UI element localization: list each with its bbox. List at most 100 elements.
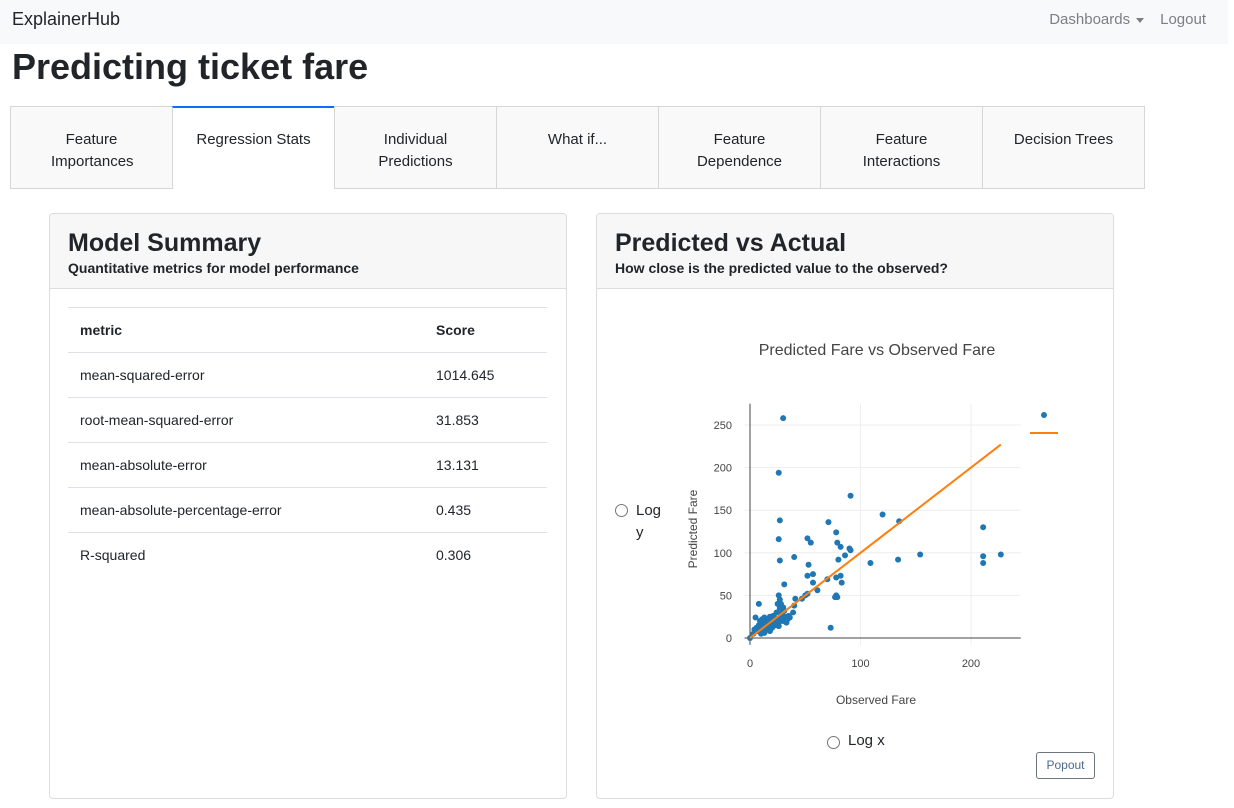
tab-what-if[interactable]: What if... (496, 106, 659, 189)
data-point (751, 626, 758, 633)
log-x-radio[interactable]: Log x (827, 732, 885, 749)
data-point (805, 561, 812, 568)
log-x-label: Log x (848, 732, 885, 749)
metric-name: R-squared (68, 532, 424, 578)
y-tick-label: 0 (726, 633, 732, 645)
popout-button[interactable]: Popout (1036, 752, 1095, 779)
data-point (761, 629, 768, 636)
data-point (835, 556, 842, 563)
data-point (781, 581, 788, 588)
data-point (895, 556, 902, 563)
metric-name: mean-squared-error (68, 352, 424, 398)
data-point (847, 492, 854, 499)
table-row: mean-squared-error 1014.645 (68, 352, 547, 398)
table-row: R-squared 0.306 (68, 532, 547, 578)
data-point (834, 594, 841, 601)
data-point (775, 623, 782, 630)
y-axis-title: Predicted Fare (686, 489, 700, 568)
brand[interactable]: ExplainerHub (12, 9, 121, 29)
table-row: root-mean-squared-error 31.853 (68, 397, 547, 443)
metric-name: mean-absolute-percentage-error (68, 487, 424, 533)
data-point (997, 551, 1004, 558)
data-point (804, 535, 811, 542)
logout-link[interactable]: Logout (1160, 11, 1206, 28)
data-point (776, 517, 783, 524)
data-point (833, 529, 840, 536)
caret-down-icon (1136, 17, 1145, 23)
data-point (780, 604, 787, 611)
predicted-vs-actual-card: Predicted vs Actual How close is the pre… (596, 213, 1114, 799)
data-point (867, 560, 874, 567)
data-point (791, 554, 798, 561)
fit-line (749, 443, 1002, 639)
log-y-label: Log y (636, 502, 662, 541)
data-point (786, 614, 793, 621)
x-tick-label: 100 (851, 658, 869, 670)
scatter-chart[interactable]: 0 100 200 0 50 100 150 200 250 Predicted Fare vs … (597, 289, 1113, 709)
log-y-radio[interactable]: Log y (615, 500, 675, 544)
legend-marker-points (1041, 412, 1047, 418)
y-tick-label: 100 (714, 548, 732, 560)
dashboards-dropdown[interactable]: Dashboards (1049, 11, 1145, 28)
card-title: Predicted vs Actual (615, 229, 847, 257)
y-tick-label: 200 (714, 463, 732, 475)
data-point (807, 539, 814, 546)
y-tick-label: 50 (720, 590, 732, 602)
x-tick-label: 200 (962, 658, 980, 670)
data-point (792, 595, 799, 602)
card-subtitle: How close is the predicted value to the … (615, 260, 948, 276)
metric-name: mean-absolute-error (68, 442, 424, 488)
card-title: Model Summary (68, 229, 262, 257)
metric-score: 0.435 (424, 487, 547, 533)
radio-circle-icon (827, 736, 840, 749)
tab-decision-trees[interactable]: Decision Trees (982, 106, 1145, 189)
data-point (790, 609, 797, 616)
data-point (980, 524, 987, 531)
table-row: mean-absolute-percentage-error 0.435 (68, 487, 547, 533)
data-point (837, 572, 844, 579)
chart-title: Predicted Fare vs Observed Fare (759, 342, 996, 359)
data-point (752, 614, 759, 621)
tab-individual-predictions[interactable]: Individual Predictions (334, 106, 497, 189)
data-point (769, 624, 776, 631)
data-point (842, 552, 849, 559)
data-point (847, 547, 854, 554)
y-tick-label: 150 (714, 505, 732, 517)
data-point (759, 616, 766, 623)
model-summary-card: Model Summary Quantitative metrics for m… (49, 213, 567, 799)
data-point (879, 511, 886, 518)
metric-score: 13.131 (424, 442, 547, 488)
data-point (825, 519, 832, 526)
data-point (804, 572, 811, 579)
data-point (980, 560, 987, 567)
tab-regression-stats[interactable]: Regression Stats (172, 106, 335, 189)
metric-score: 0.306 (424, 532, 547, 578)
data-point (755, 600, 762, 607)
data-point (775, 536, 782, 543)
x-tick-label: 0 (747, 658, 753, 670)
col-header-metric: metric (68, 307, 424, 353)
data-point (834, 539, 841, 546)
navbar: ExplainerHub Dashboards Logout (0, 0, 1228, 44)
radio-circle-icon (615, 504, 628, 517)
metric-score: 1014.645 (424, 352, 547, 398)
data-point (809, 571, 816, 578)
card-subtitle: Quantitative metrics for model performan… (68, 260, 359, 276)
metric-name: root-mean-squared-error (68, 397, 424, 443)
data-point (766, 613, 773, 620)
tab-feature-importances[interactable]: Feature Importances (10, 106, 173, 189)
data-point (837, 543, 844, 550)
data-point (917, 551, 924, 558)
y-tick-label: 250 (714, 420, 732, 432)
tab-bar: Feature Importances Regression Stats Ind… (10, 106, 1145, 189)
tab-feature-interactions[interactable]: Feature Interactions (820, 106, 983, 189)
data-point (814, 587, 821, 594)
tab-feature-dependence[interactable]: Feature Dependence (658, 106, 821, 189)
metrics-table: metric Score mean-squared-error 1014.645 r… (68, 307, 547, 578)
data-point (776, 557, 783, 564)
dashboards-label: Dashboards (1049, 11, 1131, 28)
data-point (780, 415, 787, 422)
data-point (838, 579, 845, 586)
data-point (809, 579, 816, 586)
metric-score: 31.853 (424, 397, 547, 443)
